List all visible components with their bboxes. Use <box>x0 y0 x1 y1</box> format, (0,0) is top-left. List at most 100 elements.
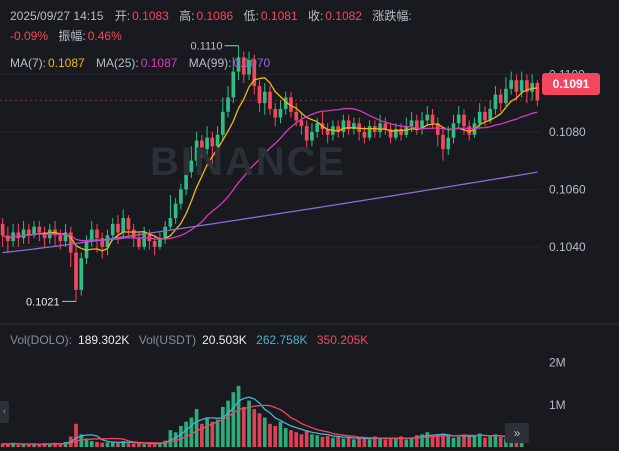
volume-bar <box>163 440 167 447</box>
candle-body <box>304 126 309 141</box>
candle-body <box>252 60 257 86</box>
candle-body <box>68 232 73 253</box>
candle-body <box>163 226 167 239</box>
candle-body <box>498 94 503 104</box>
candle-body <box>383 123 388 130</box>
volume-bar <box>310 434 314 447</box>
volume-bar <box>331 437 335 447</box>
volume-bar <box>320 436 325 447</box>
change-label: 涨跌幅: <box>372 9 412 23</box>
candle-body <box>236 57 241 72</box>
change-value: -0.09% <box>10 29 49 43</box>
candle-body <box>184 172 188 190</box>
volume-bar <box>142 444 147 447</box>
close-label: 收: <box>307 9 324 23</box>
candle-body <box>110 223 115 236</box>
candle-body <box>116 223 120 233</box>
volume-bar <box>336 436 340 447</box>
ma25-label: MA(25): <box>96 56 139 70</box>
volume-bar <box>100 442 105 447</box>
volume-bar <box>257 413 262 447</box>
candle-body <box>299 120 304 127</box>
volume-bar <box>441 433 445 447</box>
candle-body <box>341 120 346 132</box>
open-label: 开: <box>114 9 131 23</box>
candle-body <box>173 203 178 219</box>
volume-bar <box>74 423 78 447</box>
price-tick-label: 0.1040 <box>549 240 586 254</box>
volume-bar <box>451 437 456 447</box>
candle-body <box>42 232 47 239</box>
volume-bar <box>21 444 26 447</box>
vol-ma10-line <box>2 404 522 445</box>
volume-bar <box>483 437 487 447</box>
volume-bar <box>247 400 251 447</box>
candle-body <box>399 129 403 135</box>
vol-ma10-value: 350.205K <box>316 333 369 347</box>
volume-bar <box>79 434 84 447</box>
volume-bar <box>399 436 403 447</box>
volume-bar <box>47 444 52 447</box>
volume-tick-label: 2M <box>549 356 566 370</box>
candle-body <box>194 140 199 161</box>
amplitude-value: 0.46% <box>87 29 122 43</box>
candle-body <box>100 238 105 247</box>
candle-body <box>189 160 194 173</box>
volume-bar <box>84 438 89 447</box>
current-price-tag: 0.1091 <box>542 73 600 95</box>
high-value: 0.1086 <box>196 9 234 23</box>
volume-bar <box>378 438 382 447</box>
volume-bar <box>446 436 451 447</box>
candle-body <box>179 189 183 204</box>
candle-body <box>514 80 519 92</box>
volume-bar <box>116 442 120 447</box>
candle-body <box>89 229 94 242</box>
volume-bar <box>11 442 15 447</box>
volume-bar <box>126 443 131 447</box>
candle-body <box>393 129 398 138</box>
volume-bar <box>210 421 215 447</box>
volume-bar <box>362 437 367 447</box>
candle-body <box>241 57 246 75</box>
volume-bar <box>299 434 304 447</box>
amplitude-label: 振幅: <box>58 29 86 43</box>
volume-bar <box>393 438 398 447</box>
ma7-label: MA(7): <box>10 56 46 70</box>
volume-bar <box>215 419 220 447</box>
candle-body <box>121 218 126 233</box>
scroll-to-latest-button[interactable]: » <box>505 423 529 443</box>
volume-bar <box>414 435 419 447</box>
volume-bar <box>278 421 283 447</box>
volume-bar <box>373 436 377 447</box>
volume-bar <box>179 425 183 447</box>
candle-body <box>231 71 236 98</box>
volume-bar <box>105 442 110 447</box>
volume-bar <box>184 421 188 447</box>
volume-bar <box>388 437 393 447</box>
volume-bar <box>472 435 477 447</box>
candle-body <box>147 232 152 242</box>
candle-body <box>142 232 147 247</box>
candle-body <box>483 111 487 121</box>
candle-body <box>283 97 288 109</box>
candle-body <box>346 120 351 130</box>
scroll-left-button[interactable]: ‹ <box>0 401 9 423</box>
candle-body <box>16 232 21 239</box>
low-label: 低: <box>243 9 259 23</box>
volume-bar <box>430 436 435 447</box>
candle-body <box>388 129 393 138</box>
candle-body <box>0 223 5 236</box>
volume-bar <box>27 444 31 447</box>
close-value: 0.1082 <box>325 9 362 23</box>
volume-bar <box>357 438 361 447</box>
volume-bar <box>420 434 424 447</box>
candle-body <box>21 229 26 239</box>
candle-body <box>168 218 173 227</box>
candle-body <box>257 85 262 104</box>
volume-bar <box>53 442 57 447</box>
candle-body <box>262 91 267 104</box>
ma99-value: 0.1070 <box>233 56 271 70</box>
candle-body <box>435 123 440 135</box>
candle-body <box>525 80 529 92</box>
candle-body <box>226 97 230 112</box>
